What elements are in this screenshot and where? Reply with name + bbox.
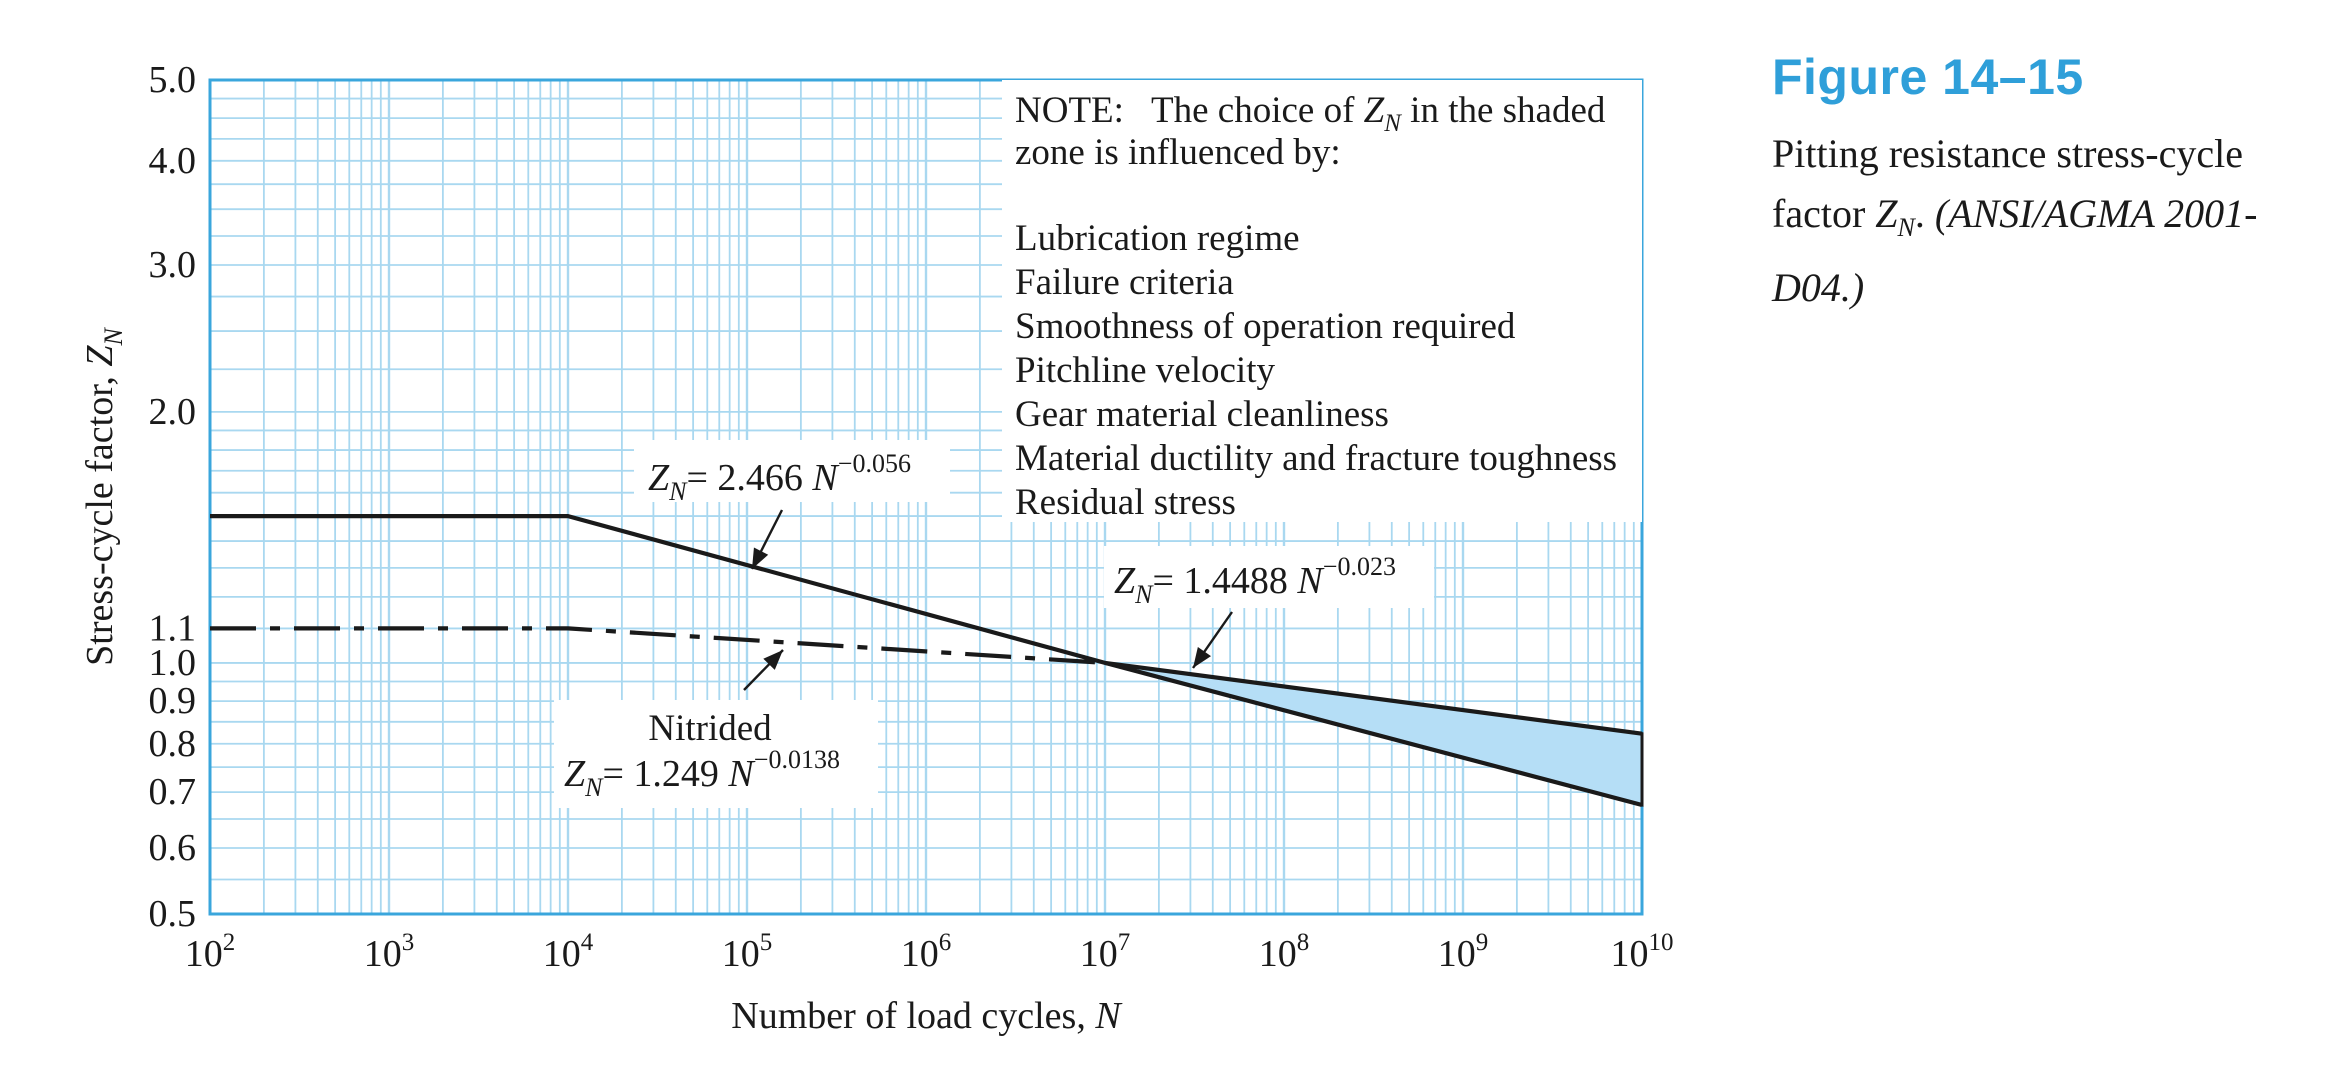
y-tick-label: 0.6 [149,827,197,869]
x-tick-label: 106 [901,929,952,975]
note-background [1002,80,1642,522]
arrow-head-icon [752,547,769,569]
note-item: Gear material cleanliness [1015,394,1389,435]
y-tick-labels: 0.5 0.6 0.7 0.80.91.01.1 2.0 3.0 4.0 5.0 [149,59,197,935]
series-line-3 [1104,660,1643,736]
note-item: Lubrication regime [1015,218,1300,259]
figure-caption: Figure 14–15 Pitting resistance stress-c… [1772,48,2332,318]
annotation-background [1104,546,1434,608]
equation-annotations: ZN= 2.466 N−0.056 ZN= 1.4488 N−0.023 Nitri… [554,440,1434,808]
caption-symbol: Z [1875,191,1898,236]
series-line-1 [210,514,1643,808]
note-item: Material ductility and fracture toughnes… [1015,438,1617,479]
y-tick-label: 0.5 [149,893,197,935]
y-tick-label: 2.0 [149,391,197,433]
x-tick-label: 107 [1080,929,1131,975]
caption-subscript: N [1897,213,1915,242]
note-box: NOTE: The choice of ZN in the shadedzone… [1002,80,1642,523]
annotation-equation: ZN= 1.249 N−0.0138 [564,745,840,802]
x-tick-label: 108 [1259,929,1310,975]
y-tick-label: 1.1 [149,607,197,649]
x-tick-label: 109 [1438,929,1489,975]
figure-description: Pitting resistance stress-cycle factor Z… [1772,131,2258,310]
y-tick-label: 4.0 [149,140,197,182]
note-item: Residual stress [1015,482,1236,523]
y-tick-label: 0.7 [149,771,197,813]
note-line-1: NOTE: The choice of ZN in the shaded [1015,90,1606,137]
y-axis-label: Stress-cycle factor, ZN [79,327,128,666]
arrow-head-icon [763,650,783,670]
stress-cycle-chart: 102 103 104 105 106 107 108 109 1010 0.50.60.70.… [79,59,1674,1037]
series-line-2 [210,626,1106,665]
x-tick-labels: 102 103 104 105 106 107 108 109 1010 [185,929,1674,975]
annotation-equation: ZN= 1.4488 N−0.023 [1114,552,1396,609]
y-tick-label: 0.9 [149,680,197,722]
annotation-background [554,700,878,808]
x-tick-label: 104 [543,929,594,975]
annotation-equation: ZN= 2.466 N−0.056 [648,449,911,506]
y-tick-label: 5.0 [149,59,197,101]
note-item: Failure criteria [1015,262,1234,303]
note-item: Smoothness of operation required [1015,306,1516,347]
x-tick-label: 103 [364,929,415,975]
series-group [210,514,1643,808]
x-tick-label: 105 [722,929,773,975]
axis-labels: Number of load cycles, N Stress-cycle fac… [79,327,1123,1037]
note-item: Pitchline velocity [1015,350,1275,391]
figure-label: Figure 14–15 [1772,49,2084,105]
x-axis-label: Number of load cycles, N [731,995,1123,1037]
annotation-label: Nitrided [648,708,772,749]
caption-source: (ANSI/AGMA 2001-D04.) [1772,191,2258,310]
note-line-2: zone is influenced by: [1015,132,1341,173]
y-tick-label: 1.0 [149,642,197,684]
y-tick-label: 3.0 [149,244,197,286]
x-tick-label: 1010 [1611,929,1674,975]
y-tick-label: 0.8 [149,723,197,765]
x-tick-label: 102 [185,929,236,975]
annotation-background [634,440,950,502]
arrow-head-icon [1193,647,1211,668]
caption-text: Pitting resistance stress-cycle factor [1772,131,2243,236]
